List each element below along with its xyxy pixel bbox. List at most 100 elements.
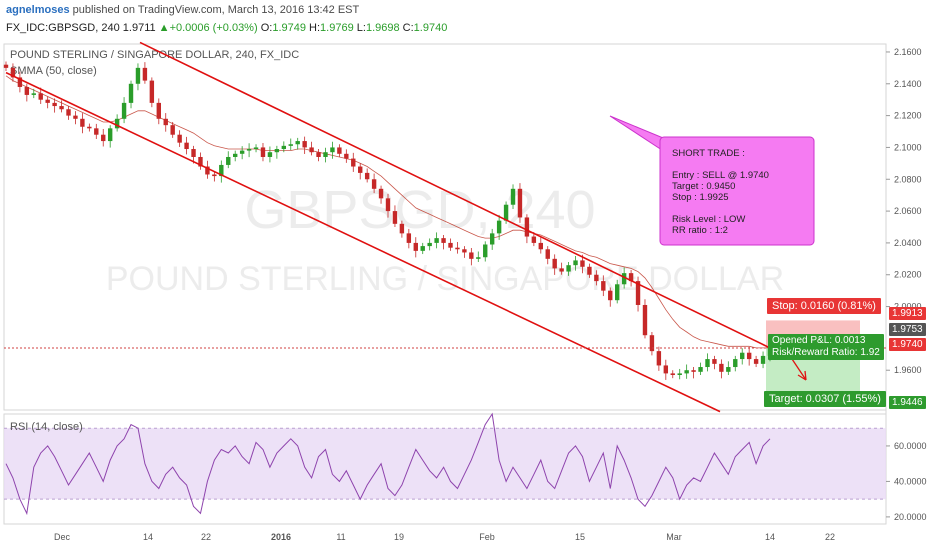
candle-body [128, 83, 134, 103]
candle-body [260, 147, 266, 157]
candle-body [371, 179, 377, 189]
candle-body [135, 67, 141, 84]
candle-body [566, 265, 571, 272]
candle-body [441, 238, 446, 243]
pane-title: POUND STERLING / SINGAPORE DOLLAR, 240, … [10, 49, 299, 61]
candle-body [524, 217, 530, 237]
high-value: 1.9769 [320, 22, 354, 34]
candle-body [510, 188, 516, 205]
rsi-label: RSI (14, close) [10, 421, 83, 433]
candle-body [573, 260, 578, 266]
candle-body [753, 359, 759, 364]
open-label: O: [260, 22, 273, 34]
price-axis-label: 2.0000 [894, 302, 922, 312]
note-box[interactable] [659, 136, 815, 246]
candle-body [691, 370, 696, 372]
x-axis-label: 14 [765, 532, 775, 542]
x-axis-label: 2016 [271, 532, 291, 542]
candle-body [740, 352, 745, 360]
candle-body [94, 128, 99, 135]
price-axis-label: 2.1000 [894, 142, 922, 152]
candle-body [3, 64, 9, 68]
candle-body [746, 352, 752, 360]
symbol-name: FX_IDC:GBPSGD, 240 [6, 22, 120, 34]
candle-body [156, 102, 161, 119]
rsi-axis-label: 20.0000 [894, 512, 927, 522]
price-change: +0.0006 (+0.03%) [169, 22, 258, 34]
price-axis-label: 2.1600 [894, 47, 922, 57]
candle-body [462, 249, 467, 253]
candle-body [663, 365, 669, 374]
rsi-axis-label: 40.0000 [894, 476, 927, 486]
candle-body [38, 93, 43, 100]
x-axis-label: Feb [479, 532, 495, 542]
candle-body [246, 149, 252, 151]
candle-body [358, 166, 363, 173]
author-link[interactable]: agnelmoses [6, 4, 70, 16]
candle-body [538, 242, 543, 250]
pnl-box: Opened P&L: 0.0013 Risk/Reward Ratio: 1.… [768, 334, 884, 360]
candle-body [503, 204, 509, 221]
candle-body [163, 118, 168, 126]
candle-body [87, 126, 92, 129]
candle-body [760, 355, 766, 364]
chart-svg[interactable]: GBPSGD, 240 POUND STERLING / SINGAPORE D… [0, 40, 932, 550]
candle-body [385, 198, 391, 212]
price-axis-label: 1.9600 [894, 365, 922, 375]
candle-body [177, 134, 182, 143]
candle-body [309, 147, 314, 153]
candle-body [142, 67, 148, 81]
candle-body [274, 149, 280, 153]
last-price-tag: 1.9753 [889, 323, 926, 336]
candle-body [17, 77, 23, 87]
candle-body [121, 102, 127, 119]
chart-area[interactable]: GBPSGD, 240 POUND STERLING / SINGAPORE D… [0, 40, 932, 550]
candle-body [496, 220, 502, 234]
candle-body [267, 152, 273, 157]
candle-body [406, 233, 412, 243]
candle-body [587, 266, 592, 275]
candle-body [66, 109, 71, 116]
candle-body [233, 153, 238, 157]
candle-body [337, 147, 342, 154]
up-arrow-icon: ▲ [158, 22, 170, 34]
candle-body [59, 106, 64, 110]
target-price-tag: 1.9446 [889, 396, 926, 409]
low-value: 1.9698 [365, 22, 400, 34]
candle-body [170, 125, 175, 135]
candle-body [489, 233, 495, 245]
last-price: 1.9711 [122, 22, 156, 34]
x-axis-label: 19 [394, 532, 404, 542]
candle-body [45, 99, 50, 103]
candle-body [107, 128, 113, 142]
candle-body [420, 246, 425, 251]
candle-body [364, 172, 370, 180]
candle-body [80, 118, 85, 127]
rsi-band [4, 428, 886, 500]
candle-body [698, 367, 703, 372]
candle-body [191, 149, 196, 157]
candle-body [226, 156, 231, 165]
candle-body [615, 284, 620, 301]
candle-body [205, 166, 210, 175]
candle-body [483, 244, 488, 258]
candle-body [545, 249, 550, 259]
x-axis-label: Mar [666, 532, 682, 542]
x-axis-label: 22 [825, 532, 835, 542]
channel-upper-line [139, 41, 771, 349]
note-line: Risk Level : LOW [672, 214, 745, 225]
symbol-info: FX_IDC:GBPSGD, 240 1.9711 ▲+0.0006 (+0.0… [6, 22, 447, 34]
candle-body [316, 152, 321, 157]
x-axis-label: Dec [54, 532, 71, 542]
candle-body [219, 164, 224, 177]
callout-pointer [609, 115, 669, 155]
watermark-name: POUND STERLING / SINGAPORE DOLLAR [106, 260, 784, 298]
candle-body [149, 80, 155, 103]
candle-body [351, 158, 356, 167]
pnl-label: Opened P&L: 0.0013 [772, 335, 866, 346]
stop-price-tag: 1.9913 [889, 307, 926, 320]
candle-body [594, 274, 599, 282]
candle-body [212, 174, 217, 177]
candle-body [253, 147, 259, 150]
candle-body [469, 252, 474, 259]
